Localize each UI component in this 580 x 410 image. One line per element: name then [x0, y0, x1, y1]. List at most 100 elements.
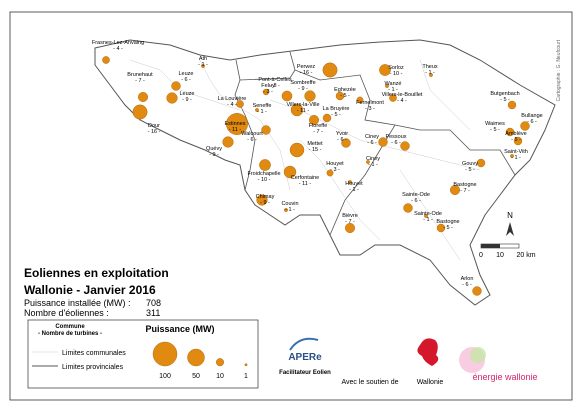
- site-name: Feluy: [261, 83, 275, 89]
- site-turbines: - 16 -: [148, 129, 161, 135]
- site-turbines: - 11 -: [229, 127, 242, 133]
- site-power: [472, 286, 482, 296]
- legend-size-label: 1: [244, 373, 248, 380]
- energie-wallonie: énergie wallonie: [472, 372, 537, 382]
- site-turbines: - 6 -: [247, 137, 257, 143]
- site-name: Butgenbach: [490, 91, 519, 97]
- site-turbines: - 9 -: [298, 86, 308, 92]
- site-turbines: - 7 -: [345, 219, 355, 225]
- site-turbines: - 1 -: [425, 70, 435, 76]
- stat-value: 708: [146, 298, 161, 308]
- stat-label: Puissance installée (MW) :: [24, 298, 131, 308]
- support-text: Avec le soutien de: [341, 379, 398, 386]
- scale-label: 0: [479, 252, 483, 259]
- apere-swoosh: [289, 337, 319, 351]
- site-power: [304, 90, 316, 102]
- site-power: [226, 113, 248, 135]
- site-turbines: - 4 -: [397, 98, 407, 104]
- site-power: [262, 88, 270, 96]
- site-turbines: - 3 -: [263, 89, 273, 95]
- site-name: Houyet: [326, 161, 344, 167]
- legend-commune: Commune: [55, 324, 85, 330]
- site-name: Villers-le-Bouillet: [382, 92, 423, 98]
- legend-size: [187, 348, 205, 367]
- site-power: [166, 92, 178, 104]
- site-turbines: - 8 -: [270, 83, 280, 89]
- frame: [9, 11, 573, 401]
- site-turbines: - 9 -: [209, 152, 219, 158]
- site-power: [403, 203, 413, 213]
- site-name: Brunehaut: [127, 72, 153, 78]
- site-turbines: - 6 -: [181, 77, 191, 83]
- site-power: [322, 113, 332, 123]
- site-turbines: - 1 -: [198, 62, 208, 68]
- stat-value: 311: [146, 308, 160, 318]
- site-power: [326, 169, 334, 177]
- site-name: Quévy: [206, 146, 222, 152]
- site-power: [171, 81, 181, 91]
- site-power: [366, 160, 370, 164]
- legend-size-label: 10: [216, 373, 224, 380]
- north: N: [507, 211, 513, 220]
- site-name: Mettet: [307, 141, 323, 147]
- legend-size: [216, 358, 224, 367]
- legend-power-title: Puissance (MW): [145, 324, 214, 334]
- credit: Cartographie : G. Neufcourt: [556, 39, 562, 101]
- legend-communal: Limites communales: [62, 350, 126, 357]
- site-power: [356, 96, 364, 104]
- site-name: Dour: [148, 123, 160, 129]
- stat-label: Nombre d'éoliennes :: [24, 308, 109, 318]
- site-name: Yvoir: [336, 131, 348, 137]
- site-power: [510, 154, 514, 158]
- site-name: Houyet: [345, 181, 363, 187]
- site-turbines: - 3 -: [365, 106, 375, 112]
- site-power: [284, 208, 288, 212]
- site-turbines: - 7 -: [135, 78, 145, 84]
- site-name: Floreffe: [309, 123, 328, 129]
- site-power: [256, 194, 268, 206]
- site-name: Perwez: [297, 64, 316, 70]
- site-name: La Louvière: [218, 96, 247, 102]
- energie-logo-circle: [470, 347, 486, 363]
- site-turbines: - 5 -: [511, 137, 521, 143]
- site-turbines: - 16 -: [300, 70, 313, 76]
- legend-turbines: - Nombre de turbines -: [38, 331, 102, 337]
- site-turbines: - 9 -: [260, 200, 270, 206]
- site-turbines: - 9 -: [182, 97, 192, 103]
- site-turbines: - 15 -: [309, 147, 322, 153]
- site-name: Pont-à-Celles: [258, 77, 292, 83]
- legend-size-label: 100: [159, 373, 171, 380]
- site-turbines: - 1 -: [257, 109, 267, 115]
- site-power: [341, 138, 351, 148]
- site-turbines: - 1 -: [423, 217, 433, 223]
- site-power: [429, 73, 433, 77]
- site-power: [520, 121, 530, 131]
- site-power: [132, 104, 148, 120]
- site-name: Sainte-Ode: [414, 211, 442, 217]
- site-turbines: - 10 -: [390, 71, 403, 77]
- site-name: Bastogne: [436, 219, 459, 225]
- site-turbines: - 1 -: [368, 162, 378, 168]
- site-name: Couvin: [281, 201, 298, 207]
- site-power: [507, 100, 517, 110]
- site-power: [400, 141, 410, 151]
- site-power: [102, 56, 110, 64]
- legend-box: [27, 319, 259, 389]
- site-power: [335, 91, 345, 101]
- site-turbines: - 1 -: [349, 187, 359, 193]
- site-power: [513, 136, 523, 146]
- site-turbines: - 4 -: [227, 102, 237, 108]
- site-turbines: - 7 -: [460, 188, 470, 194]
- site-power: [255, 108, 259, 112]
- site-power: [281, 90, 293, 102]
- site-turbines: - 1 -: [511, 155, 521, 161]
- site-power: [201, 64, 205, 68]
- site-turbines: - 6 -: [462, 282, 472, 288]
- site-turbines: - 6 -: [391, 140, 401, 146]
- site-name: Pessoux: [385, 134, 406, 140]
- site-power: [345, 222, 356, 233]
- site-power: [283, 165, 297, 179]
- site-power: [222, 136, 234, 148]
- legend-provincial: Limites provinciales: [62, 364, 124, 371]
